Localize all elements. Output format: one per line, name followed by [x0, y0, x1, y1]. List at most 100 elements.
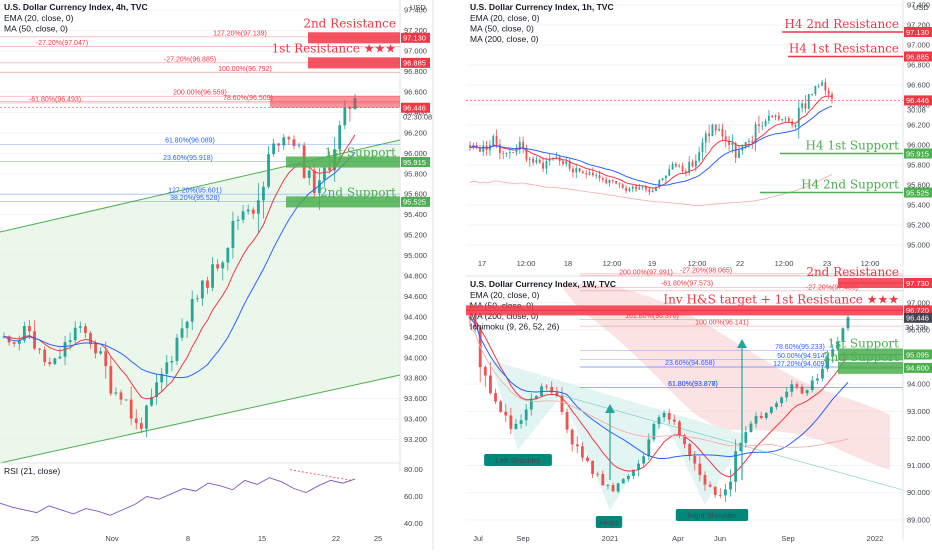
candle-body [780, 397, 783, 404]
candle-body [236, 219, 240, 221]
y-tick-label: 91.000 [907, 461, 930, 470]
zone-price-tag-bg [904, 277, 932, 288]
candle-body [575, 168, 578, 173]
y-tick-label: 97.000 [404, 47, 427, 56]
candle-body [724, 489, 727, 496]
zone-resistance [308, 32, 400, 44]
x-tick-label: 25 [31, 534, 39, 543]
panel-panel_1w: 97.000 96.000 94.000 93.000 92.000 91.000 90.0… [466, 265, 932, 543]
zone-label: 1st Resistance ★★★ [272, 41, 396, 55]
candle-body [846, 317, 850, 329]
zone-label: H4 1st Support [806, 139, 900, 153]
y-tick-label: 96.800 [404, 67, 427, 76]
hs-arrow-head [605, 404, 615, 413]
candle-body [621, 479, 625, 484]
x-tick-label: Nov [105, 534, 119, 543]
indicator-label: MA (200, close, 0) [470, 311, 539, 321]
candle-body [562, 161, 564, 164]
candle-body [502, 153, 505, 154]
fib-label: 100.00%(96.141) [695, 320, 749, 327]
candle-body [764, 412, 768, 419]
candle-body [631, 186, 634, 189]
candle-body [195, 298, 199, 300]
candle-body [272, 143, 276, 155]
zone-price-tag-bg [904, 362, 932, 373]
y-axis: 97.40097.20097.00096.80096.60096.40096.2… [907, 1, 930, 250]
candle-body [524, 409, 528, 421]
indicator-label: EMA (20, close, 0) [4, 13, 74, 23]
candle-body [704, 133, 707, 143]
candle-body [683, 435, 686, 445]
candle-body [468, 316, 472, 319]
ma50-line [3, 151, 356, 379]
rsi-label: RSI (21, close) [4, 466, 60, 476]
candle-body [104, 351, 108, 367]
chart-title: U.S. Dollar Currency Index, 1W, TVC [470, 279, 616, 289]
candle-body [211, 264, 214, 288]
zone-price-tag: 97.730 [906, 279, 929, 288]
y-tick-label: 92.000 [907, 434, 930, 443]
candle-body [605, 179, 608, 184]
candle-body [769, 407, 773, 413]
x-tick-label: Sep [516, 534, 529, 543]
zone-label: 2nd Resistance [806, 265, 899, 279]
x-tick-label: 12:00 [775, 259, 794, 268]
candle-body [38, 348, 42, 350]
zone-price-tag-bg [904, 27, 932, 37]
candle-body [529, 398, 533, 410]
x-tick-label: Jul [473, 534, 483, 543]
fib-label: 127.20%(95.601) [168, 188, 222, 195]
candle-body [68, 340, 72, 343]
zone-price-tag-bg [401, 32, 430, 43]
candle-body [601, 474, 605, 486]
candle-body [499, 401, 503, 412]
candle-body [514, 423, 518, 429]
candle-body [267, 154, 270, 187]
x-tick-label: 12:00 [688, 259, 707, 268]
y-tick-label: 94.200 [404, 333, 427, 342]
indicator-label: EMA (20, close, 0) [470, 290, 540, 300]
y-tick-label: 93.800 [404, 374, 427, 383]
candle-body [28, 325, 31, 332]
y-tick-label: 97.200 [907, 21, 930, 30]
x-tick-label: 15 [258, 534, 266, 543]
pattern-label: Right Shoulder [687, 511, 737, 520]
candle-body [734, 143, 737, 158]
zone-price-tag: 94.600 [906, 364, 929, 373]
zone-label: H4 2nd Resistance [784, 17, 899, 31]
candle-body [262, 186, 265, 201]
pattern-badge [675, 509, 749, 521]
candle-body [662, 412, 666, 418]
ichimoku-cloud [560, 283, 890, 470]
x-tick-label: 22 [332, 534, 340, 543]
y-tick-label: 94.000 [907, 380, 930, 389]
candle-body [668, 169, 671, 176]
zone-price-tag: 95.915 [906, 149, 929, 158]
candle-body [519, 420, 523, 424]
candle-body [628, 188, 631, 191]
candle-body [206, 280, 209, 288]
x-axis: Jul Sep 2021 Apr Jun Sep 2022 [473, 534, 883, 543]
zone-price-tag: 95.915 [403, 158, 426, 167]
zone-label: 2nd Support [320, 185, 396, 199]
x-axis: 25 Nov 8 15 22 25 [31, 534, 382, 543]
candle-body [729, 481, 732, 490]
candle-body [578, 168, 581, 172]
candle-body [671, 164, 674, 170]
candle-body [648, 189, 651, 193]
indicator-label: MA (50, close, 0) [470, 24, 534, 34]
zone-price-tag: 97.130 [403, 34, 426, 43]
candle-body [582, 171, 584, 174]
candle-body [338, 125, 342, 150]
x-tick-label: 19 [648, 259, 656, 268]
candle-body [674, 164, 677, 167]
zone-label: 2nd Support [823, 350, 899, 364]
candle-body [287, 137, 291, 140]
candles [469, 78, 833, 196]
fib-label: -27.20%(98.065) [680, 267, 732, 274]
candle-body [99, 351, 103, 354]
candle-body [790, 384, 794, 392]
candle-body [645, 186, 647, 190]
candle-body [129, 399, 133, 419]
candle-body [821, 82, 823, 86]
